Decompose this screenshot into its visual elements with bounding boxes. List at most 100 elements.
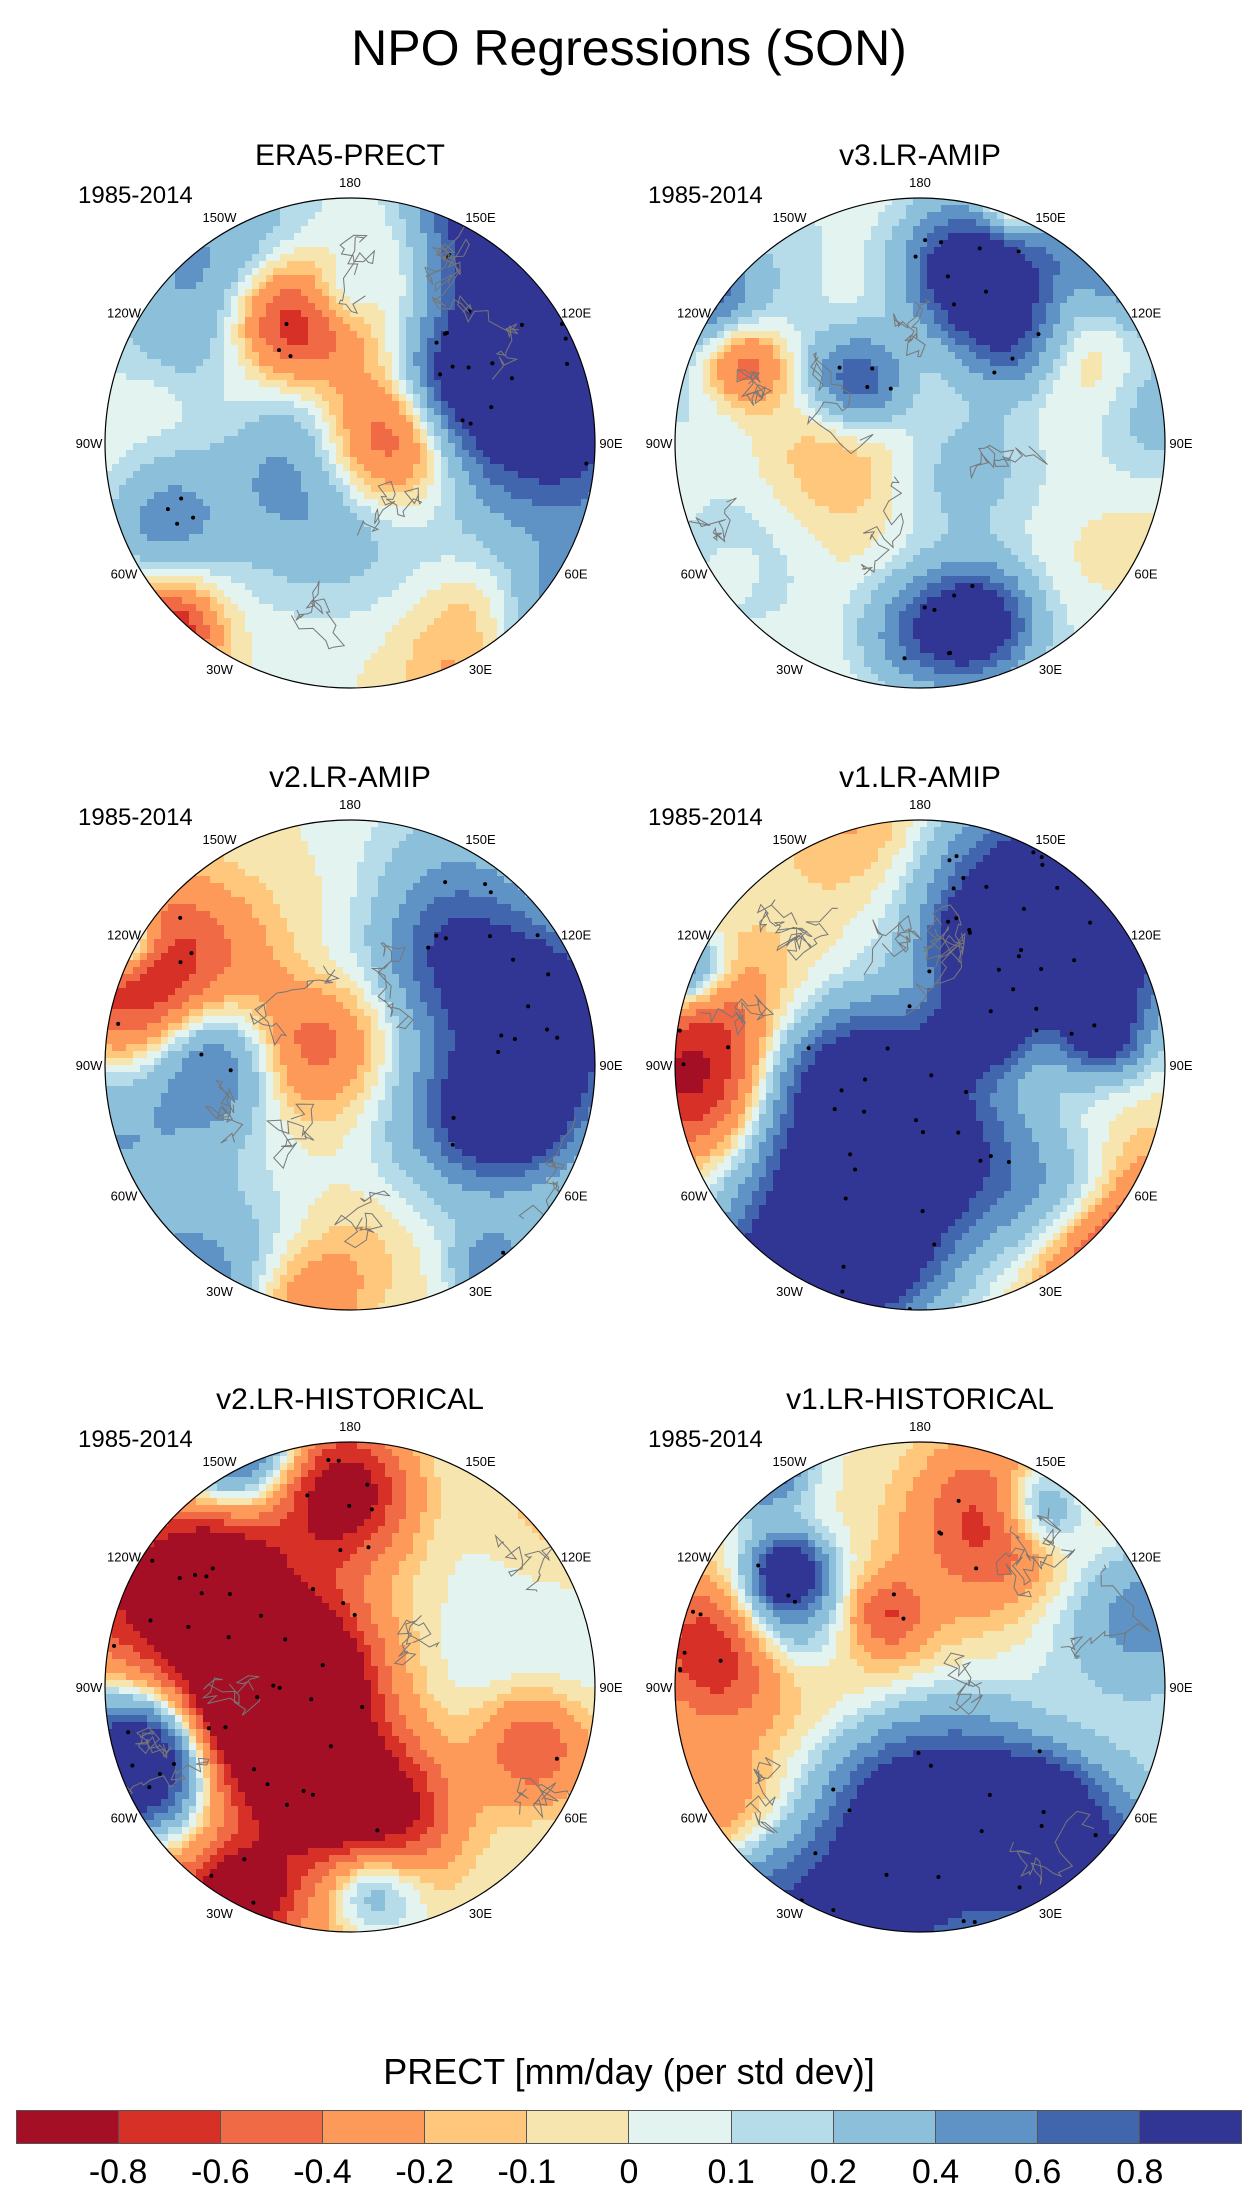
field-cell bbox=[392, 618, 400, 626]
field-cell bbox=[843, 198, 851, 206]
field-cell bbox=[560, 268, 568, 276]
field-cell bbox=[413, 387, 421, 395]
field-cell bbox=[217, 499, 225, 507]
field-cell bbox=[434, 212, 442, 220]
field-cell bbox=[203, 310, 211, 318]
field-cell bbox=[448, 527, 456, 535]
field-cell bbox=[448, 471, 456, 479]
field-cell bbox=[434, 674, 442, 682]
field-cell bbox=[301, 401, 309, 409]
field-cell bbox=[539, 632, 547, 640]
field-cell bbox=[357, 450, 365, 458]
field-cell bbox=[105, 436, 113, 444]
field-cell bbox=[371, 296, 379, 304]
field-cell bbox=[539, 422, 547, 430]
field-cell bbox=[147, 380, 155, 388]
field-cell bbox=[280, 478, 288, 486]
field-cell bbox=[126, 359, 134, 367]
field-cell bbox=[322, 268, 330, 276]
field-cell bbox=[273, 478, 281, 486]
field-cell bbox=[336, 198, 344, 206]
field-cell bbox=[406, 562, 414, 570]
field-cell bbox=[413, 212, 421, 220]
field-cell bbox=[322, 618, 330, 626]
field-cell bbox=[385, 541, 393, 549]
field-cell bbox=[525, 212, 533, 220]
field-cell bbox=[469, 324, 477, 332]
field-cell bbox=[168, 457, 176, 465]
field-cell bbox=[217, 408, 225, 416]
field-cell bbox=[808, 198, 816, 206]
field-cell bbox=[532, 639, 540, 647]
field-cell bbox=[259, 520, 267, 528]
field-cell bbox=[203, 653, 211, 661]
field-cell bbox=[539, 226, 547, 234]
field-cell bbox=[357, 331, 365, 339]
field-cell bbox=[364, 464, 372, 472]
field-cell bbox=[203, 317, 211, 325]
field-cell bbox=[147, 604, 155, 612]
field-cell bbox=[581, 660, 589, 668]
field-cell bbox=[581, 443, 589, 451]
field-cell bbox=[518, 240, 526, 248]
field-cell bbox=[476, 387, 484, 395]
field-cell bbox=[539, 219, 547, 227]
field-cell bbox=[476, 401, 484, 409]
field-cell bbox=[266, 380, 274, 388]
field-cell bbox=[497, 345, 505, 353]
field-cell bbox=[287, 366, 295, 374]
field-cell bbox=[504, 506, 512, 514]
field-cell bbox=[441, 520, 449, 528]
field-cell bbox=[266, 527, 274, 535]
field-cell bbox=[399, 513, 407, 521]
field-cell bbox=[553, 506, 561, 514]
field-cell bbox=[567, 604, 575, 612]
field-cell bbox=[420, 527, 428, 535]
field-cell bbox=[196, 422, 204, 430]
field-cell bbox=[231, 576, 239, 584]
field-cell bbox=[476, 345, 484, 353]
field-cell bbox=[273, 569, 281, 577]
field-cell bbox=[336, 268, 344, 276]
field-cell bbox=[350, 408, 358, 416]
field-cell bbox=[574, 387, 582, 395]
field-cell bbox=[532, 422, 540, 430]
field-cell bbox=[189, 576, 197, 584]
field-cell bbox=[441, 653, 449, 661]
field-cell bbox=[161, 597, 169, 605]
field-cell bbox=[357, 548, 365, 556]
field-cell bbox=[210, 415, 218, 423]
field-cell bbox=[378, 632, 386, 640]
field-cell bbox=[553, 422, 561, 430]
field-cell bbox=[119, 632, 127, 640]
field-cell bbox=[182, 632, 190, 640]
field-cell bbox=[175, 394, 183, 402]
field-cell bbox=[322, 576, 330, 584]
field-cell bbox=[378, 310, 386, 318]
field-cell bbox=[546, 345, 554, 353]
field-cell bbox=[490, 618, 498, 626]
field-cell bbox=[217, 415, 225, 423]
field-cell bbox=[126, 618, 134, 626]
field-cell bbox=[266, 261, 274, 269]
field-cell bbox=[238, 240, 246, 248]
field-cell bbox=[168, 429, 176, 437]
field-cell bbox=[511, 485, 519, 493]
field-cell bbox=[581, 548, 589, 556]
field-cell bbox=[245, 219, 253, 227]
field-cell bbox=[294, 562, 302, 570]
significance-dot bbox=[277, 348, 282, 353]
field-cell bbox=[238, 436, 246, 444]
field-cell bbox=[546, 597, 554, 605]
field-cell bbox=[546, 464, 554, 472]
field-cell bbox=[357, 303, 365, 311]
field-cell bbox=[294, 380, 302, 388]
field-cell bbox=[175, 541, 183, 549]
field-cell bbox=[119, 597, 127, 605]
field-cell bbox=[511, 639, 519, 647]
field-cell bbox=[511, 478, 519, 486]
field-cell bbox=[287, 345, 295, 353]
field-cell bbox=[189, 562, 197, 570]
field-cell bbox=[567, 667, 575, 675]
field-cell bbox=[518, 303, 526, 311]
